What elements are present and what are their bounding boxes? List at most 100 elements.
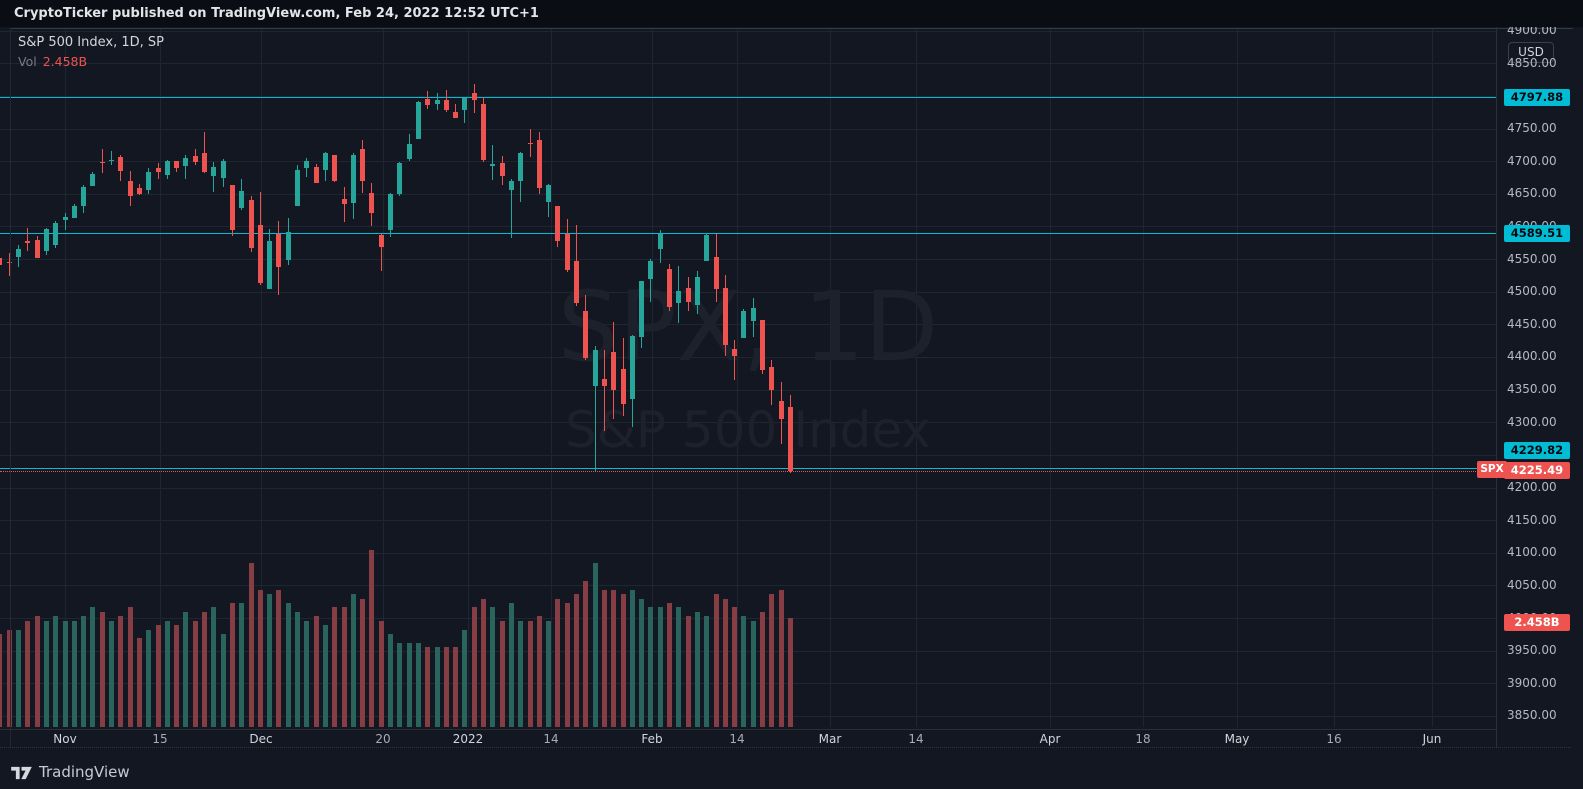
- volume-bar: [360, 598, 366, 727]
- grid-line-vertical: [1050, 28, 1051, 727]
- grid-line-horizontal: [0, 95, 1496, 97]
- volume-bar: [425, 647, 431, 727]
- volume-bar: [778, 589, 784, 727]
- grid-line-horizontal: [0, 454, 1496, 456]
- candlestick: [341, 199, 347, 205]
- grid-line-horizontal: [0, 683, 1496, 685]
- volume-bar: [81, 616, 87, 727]
- candlestick: [787, 406, 793, 471]
- grid-line-horizontal: [0, 30, 1496, 32]
- candlestick: [257, 225, 263, 284]
- candlestick: [713, 257, 719, 290]
- price-tick-label: 4150.00: [1507, 512, 1557, 527]
- legend-symbol-title: S&P 500 Index, 1D, SP: [18, 35, 164, 50]
- volume-bar: [136, 638, 142, 727]
- grid-line-horizontal: [0, 585, 1496, 587]
- candlestick: [248, 200, 254, 248]
- candle-wick: [455, 104, 457, 119]
- price-tick-label: 4700.00: [1507, 153, 1557, 168]
- candle-wick: [380, 234, 382, 272]
- volume-bar: [248, 563, 254, 727]
- grid-line-horizontal: [0, 356, 1496, 358]
- candlestick: [434, 100, 440, 104]
- time-axis[interactable]: Nov 15 Dec 20 2022 14 Feb 14 Mar 14 Apr 18 May 16 Jun: [0, 729, 1496, 747]
- grid-line-vertical: [1237, 28, 1238, 727]
- candlestick: [81, 186, 87, 207]
- volume-bar: [127, 607, 133, 727]
- candlestick: [453, 112, 459, 119]
- price-tick-label: 4450.00: [1507, 316, 1557, 331]
- volume-bar: [732, 607, 738, 727]
- candlestick: [667, 268, 672, 307]
- volume-bar: [536, 616, 542, 727]
- volume-bar: [481, 598, 486, 727]
- volume-bar: [462, 629, 468, 727]
- price-axis[interactable]: USD 3850.003900.003950.004000.004050.004…: [1496, 27, 1583, 747]
- candlestick: [694, 277, 700, 305]
- volume-bar: [6, 629, 12, 727]
- volume-bar: [322, 625, 328, 727]
- time-tick-label: 2022: [452, 732, 484, 746]
- volume-bar: [508, 603, 514, 727]
- grid-line-horizontal: [0, 63, 1496, 65]
- volume-bar: [285, 603, 291, 727]
- volume-bar: [694, 611, 700, 727]
- volume-bar: [639, 598, 645, 727]
- last-price-label: 4225.49: [1504, 462, 1570, 480]
- volume-bar: [53, 616, 59, 727]
- volume-bar: [546, 620, 552, 727]
- candlestick: [295, 169, 300, 207]
- candle-wick: [510, 178, 512, 239]
- volume-label: Vol: [18, 54, 37, 69]
- volume-bar: [769, 594, 775, 727]
- tradingview-logo-icon: [11, 765, 32, 780]
- volume-bar: [164, 620, 170, 727]
- price-tick-label: 4750.00: [1507, 121, 1557, 135]
- volume-bar: [406, 642, 412, 727]
- time-tick-label: 14: [908, 732, 924, 746]
- highlighted-price-label: 4229.82: [1504, 441, 1570, 459]
- price-pane[interactable]: SPX, 1D S&P 500 Index: [0, 28, 1496, 727]
- candlestick: [443, 99, 449, 110]
- last-price-line: [0, 470, 1496, 472]
- price-tick-label: 3850.00: [1507, 708, 1557, 723]
- candlestick: [192, 155, 198, 163]
- volume-bar: [453, 647, 459, 727]
- candlestick: [397, 163, 403, 194]
- candlestick: [750, 308, 756, 322]
- candlestick: [648, 261, 654, 280]
- grid-line-horizontal: [0, 487, 1496, 489]
- time-tick-label: Dec: [249, 732, 273, 746]
- candlestick: [564, 234, 570, 271]
- highlighted-price-label: 4797.88: [1504, 88, 1570, 106]
- grid-line-horizontal: [0, 324, 1496, 326]
- grid-line-horizontal: [0, 161, 1496, 163]
- volume-bar: [0, 634, 3, 727]
- volume-bar: [499, 620, 505, 727]
- candlestick: [285, 231, 291, 261]
- volume-bar: [648, 607, 654, 727]
- candlestick: [462, 97, 468, 111]
- candlestick: [471, 93, 477, 100]
- volume-bar: [257, 589, 263, 727]
- candlestick: [415, 101, 421, 139]
- candlestick: [34, 239, 40, 258]
- volume-bar: [109, 620, 114, 727]
- volume-bar: [313, 616, 319, 727]
- grid-line-horizontal: [0, 422, 1496, 424]
- candle-wick: [603, 349, 605, 431]
- price-tick-label: 4350.00: [1507, 382, 1557, 397]
- chart-widget: SPX, 1D S&P 500 Index S&P 500 Index, 1D,…: [0, 27, 1583, 789]
- candlestick: [406, 144, 412, 159]
- candlestick: [685, 287, 691, 303]
- candle-wick: [101, 148, 103, 174]
- grid-line-vertical: [383, 28, 384, 727]
- currency-usd-button[interactable]: USD: [1508, 42, 1554, 63]
- candlestick: [722, 287, 728, 345]
- tradingview-footer[interactable]: TradingView: [11, 761, 130, 783]
- volume-bar: [146, 629, 152, 727]
- candle-wick: [204, 132, 205, 173]
- candle-wick: [8, 253, 10, 276]
- candle-wick: [529, 129, 531, 157]
- volume-bar: [192, 620, 198, 727]
